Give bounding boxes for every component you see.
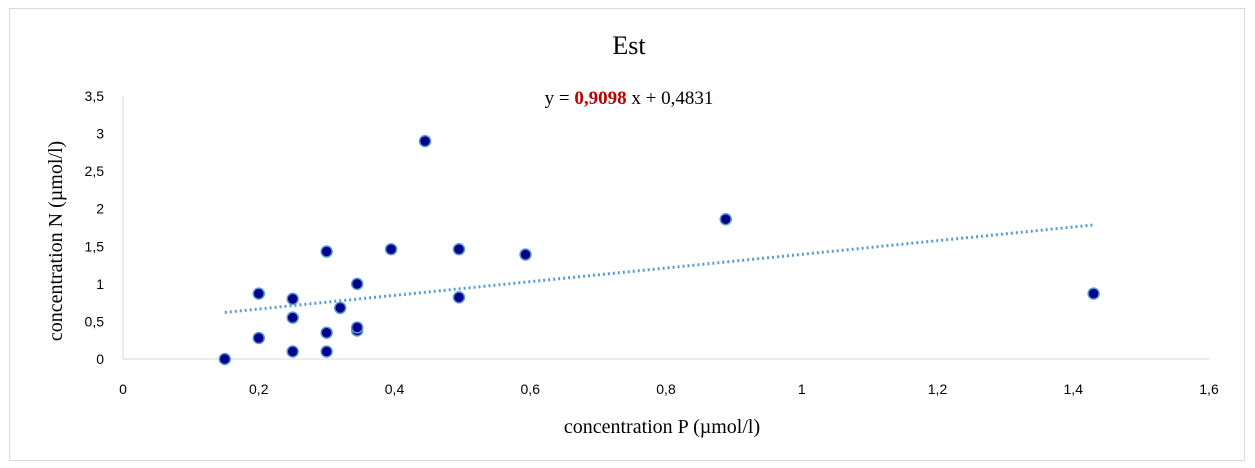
x-axis-title: concentration P (µmol/l) [564, 416, 760, 438]
axes: 0 0,2 0,4 0,6 0,8 1 1,2 1,4 1,6 0 0,5 1 1,5 2 2,5 3 3,5 [85, 88, 1219, 397]
y-tick-label: 1,5 [85, 238, 105, 254]
equation-suffix: x + 0,4831 [627, 88, 714, 109]
equation-slope: 0,9098 [574, 88, 626, 109]
y-tick-label: 3 [96, 126, 104, 142]
x-tick-label: 1,4 [1064, 381, 1084, 397]
x-tick-label: 0,8 [656, 381, 676, 397]
data-points [218, 134, 1100, 366]
y-tick-label: 0 [96, 351, 104, 367]
data-point [320, 345, 333, 358]
data-point [218, 352, 232, 366]
y-axis-title: concentration N (µmol/l) [45, 141, 67, 341]
chart-frame [9, 8, 1245, 461]
data-point [286, 345, 299, 358]
data-point [452, 291, 466, 304]
data-point [418, 134, 432, 148]
y-tick-label: 0,5 [85, 313, 105, 329]
data-point [286, 311, 299, 324]
data-point [333, 301, 347, 315]
y-tick-label: 3,5 [85, 88, 105, 104]
data-point [252, 331, 265, 345]
data-point [320, 326, 333, 339]
y-tick-label: 1 [96, 276, 104, 292]
equation-prefix: y = [545, 88, 575, 109]
x-tick-label: 1 [798, 381, 806, 397]
data-point [252, 287, 265, 300]
y-tick-label: 2 [96, 201, 104, 217]
y-tick-label: 2,5 [85, 163, 105, 179]
data-point [320, 245, 333, 258]
x-tick-label: 0,4 [385, 381, 405, 397]
data-point [286, 292, 299, 306]
data-point [519, 248, 532, 261]
trendline-equation: y = 0,9098 x + 0,4831 [545, 88, 714, 109]
data-point [350, 277, 364, 291]
data-point [1087, 287, 1100, 300]
data-point [384, 243, 398, 256]
chart-title: Est [612, 31, 646, 60]
x-tick-label: 0,2 [249, 381, 269, 397]
trendline-line [224, 223, 1094, 314]
trendline [224, 223, 1094, 314]
x-tick-label: 1,2 [928, 381, 948, 397]
data-point [350, 321, 364, 334]
data-point [719, 212, 732, 226]
x-tick-label: 0,6 [521, 381, 541, 397]
x-tick-label: 0 [119, 381, 127, 397]
data-point [452, 243, 466, 256]
x-tick-label: 1,6 [1199, 381, 1219, 397]
